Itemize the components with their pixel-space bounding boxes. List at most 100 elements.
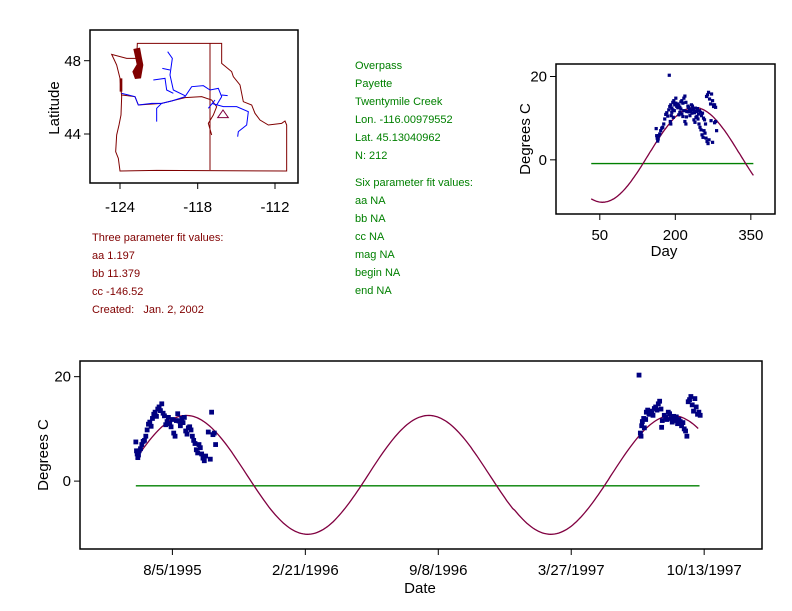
data-point [162,413,167,419]
three-param-line: bb 11.379 [92,268,140,280]
data-point [668,104,672,109]
created-date: Created: Jan. 2, 2002 [92,304,204,316]
data-point [656,139,660,143]
data-point [699,128,703,132]
data-point [672,99,676,103]
six-param-line: end NA [355,285,392,297]
data-point [654,407,660,413]
data-point [175,411,181,417]
site-info-line: Payette [355,78,392,90]
data-point [684,100,688,104]
data-point [696,117,700,121]
site-map: 48 44 -124 -118 -112 Latitude [46,29,299,216]
data-point [712,103,717,107]
data-point [189,433,195,439]
data-point [142,437,147,443]
three-param-block: Three parameter fit values: aa 1.197 bb … [92,232,223,316]
data-point [669,122,673,126]
map-xtick: -124 [105,199,135,216]
data-point [678,110,682,114]
data-point [671,413,676,419]
state-outline [110,42,288,172]
data-point [677,113,681,117]
data-point [658,406,664,412]
data-point [674,101,678,105]
data-point [682,96,686,100]
data-point [638,433,644,439]
data-point [703,122,708,126]
state-borders [121,43,218,170]
x-axis-label: Day [651,243,678,260]
data-point [646,411,652,417]
data-point [199,451,205,457]
data-point [160,410,166,416]
data-point [701,116,706,120]
plot-frame [555,63,776,215]
data-point [639,423,645,429]
data-point [201,458,207,464]
data-point [706,141,710,146]
data-point [148,423,154,429]
data-point [688,109,693,113]
data-point [708,102,713,106]
data-point [159,401,165,407]
data-point [709,92,714,96]
data-point [684,115,688,119]
data-point [196,442,202,447]
data-point [690,111,694,115]
data-point [187,424,193,430]
map-ylabel: Latitude [46,81,63,134]
data-point [197,445,203,451]
data-point [696,112,701,116]
x-axis-label: Date [404,580,436,597]
x-tick-label: 2/21/1996 [272,562,339,579]
data-point [690,104,695,108]
data-point [681,101,685,105]
data-point [180,420,186,426]
data-point [680,112,684,116]
data-point [192,441,198,446]
three-param-title: Three parameter fit values: [92,232,223,244]
x-tick-label: 200 [663,227,688,244]
data-point [689,402,695,408]
y-axis-label: Degrees C [35,419,52,491]
time-series-chart: 8/5/1995 2/21/1996 9/8/1996 3/27/1997 10/13/… [35,360,763,597]
data-point [639,419,645,424]
map-ytick: 48 [64,53,81,70]
six-param-title: Six parameter fit values: [355,177,473,189]
data-point [659,418,665,423]
data-point [688,394,694,399]
data-point [637,430,643,436]
data-point [692,111,697,115]
data-point [150,416,155,421]
data-point [136,452,141,458]
data-point [695,114,699,119]
data-point [691,108,696,112]
data-point [650,412,656,418]
data-point [664,112,668,117]
data-point [656,137,660,141]
data-point [184,431,190,437]
data-point [667,108,671,112]
data-point [677,104,681,108]
data-point [670,106,674,110]
data-point [669,114,673,118]
data-point [713,105,718,109]
data-point [707,97,712,101]
data-point [143,433,149,439]
data-point [183,428,189,434]
data-point [164,419,170,424]
six-param-line: begin NA [355,267,401,279]
site-info-line: Lon. -116.00979552 [355,114,453,126]
data-point [715,129,719,133]
data-point [654,126,658,131]
data-point [677,419,683,424]
six-param-line: aa NA [355,195,386,207]
six-param-line: bb NA [355,213,386,225]
data-point [705,93,710,97]
data-point [672,418,678,423]
three-param-line: cc -146.52 [92,286,143,298]
data-point [193,447,199,453]
site-info-block: Overpass Payette Twentymile Creek Lon. -… [355,60,473,297]
puget-sound [119,47,144,92]
